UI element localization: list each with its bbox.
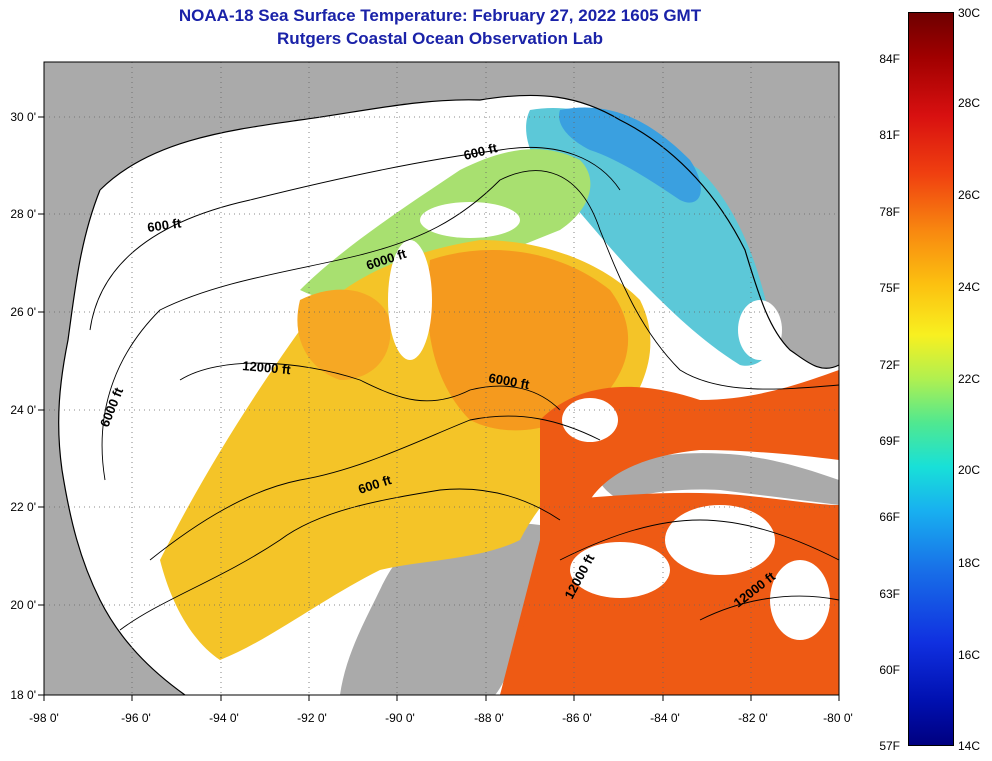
colorbar-c-label: 14C: [958, 739, 981, 753]
lon-tick-label: -88 0': [474, 711, 504, 725]
lon-tick-label: -84 0': [650, 711, 680, 725]
map-title: NOAA-18 Sea Surface Temperature: Februar…: [178, 6, 702, 25]
lat-tick-label: 22 0': [10, 500, 36, 514]
colorbar-c-label: 20C: [958, 463, 981, 477]
cuba-land: [598, 453, 839, 505]
colorbar-f-label: 75F: [879, 281, 900, 295]
coastline-mexico: [58, 189, 186, 695]
contour-12000ft: [179, 362, 561, 411]
colorbar-f-label: 72F: [879, 358, 900, 372]
colorbar-f-label: 60F: [879, 663, 900, 677]
colorbar-c-label: 26C: [958, 188, 981, 202]
lon-tick-label: -90 0': [385, 711, 415, 725]
loop-current-water: [427, 250, 629, 431]
coastline: [99, 94, 839, 369]
graticule: [44, 62, 839, 695]
contour-label: 6000 ft: [487, 370, 531, 392]
lat-tick-label: 28 0': [10, 207, 36, 221]
lat-tick-label: 20 0': [10, 598, 36, 612]
lon-tick-label: -86 0': [562, 711, 592, 725]
colorbar-f-label: 84F: [879, 52, 900, 66]
colorbar-f-label: 66F: [879, 510, 900, 524]
contour-600ft-south: [119, 488, 561, 631]
lat-tick-label: 18 0': [10, 688, 36, 702]
lon-tick-label: -98 0': [29, 711, 59, 725]
contour-12000ft-caribbean: [559, 519, 839, 561]
contour-label: 600 ft: [146, 215, 182, 235]
cloud-patch: [420, 202, 520, 238]
contour-600ft-north: [89, 146, 621, 331]
yucatan-land: [340, 523, 544, 695]
nearshore-cold-water: [559, 107, 701, 203]
cloud-patch: [665, 505, 775, 575]
contour-label: 12000 ft: [242, 358, 292, 377]
lon-tick-label: -92 0': [297, 711, 327, 725]
cloud-patch: [570, 542, 670, 598]
lat-tick-label: 26 0': [10, 305, 36, 319]
colorbar-c-label: 22C: [958, 372, 981, 386]
colorbar-c-label: 18C: [958, 556, 981, 570]
colorbar-f-label: 69F: [879, 434, 900, 448]
caribbean-warm-water: [500, 370, 839, 695]
lon-tick-label: -94 0': [209, 711, 239, 725]
tick-marks: [38, 116, 840, 701]
colorbar-c-label: 16C: [958, 648, 981, 662]
lon-tick-label: -96 0': [121, 711, 151, 725]
temperature-colorbar: [908, 12, 954, 746]
colorbar-c-label: 28C: [958, 96, 981, 110]
colorbar-c-label: 24C: [958, 280, 981, 294]
contour-12000ft-east: [699, 595, 839, 621]
lon-tick-label: -80 0': [823, 711, 853, 725]
colorbar-f-label: 78F: [879, 205, 900, 219]
colorbar-f-label: 63F: [879, 587, 900, 601]
cloud-patch: [770, 560, 830, 640]
contour-6000ft-north: [101, 170, 839, 481]
colorbar-c-label: 30C: [958, 6, 981, 20]
florida-land: [752, 62, 839, 346]
lon-tick-label: -82 0': [738, 711, 768, 725]
cloud-patch: [388, 240, 432, 360]
cloud-patch: [562, 398, 618, 442]
lat-tick-label: 30 0': [10, 110, 36, 124]
cloud-patch: [738, 300, 782, 360]
colorbar-f-label: 57F: [879, 739, 900, 753]
colorbar-f-label: 81F: [879, 128, 900, 142]
map-frame: [43, 61, 840, 696]
contour-6000ft-south: [149, 415, 601, 561]
western-warm-water: [297, 289, 391, 380]
map-subtitle: Rutgers Coastal Ocean Observation Lab: [277, 29, 603, 48]
lat-tick-label: 24 0': [10, 403, 36, 417]
